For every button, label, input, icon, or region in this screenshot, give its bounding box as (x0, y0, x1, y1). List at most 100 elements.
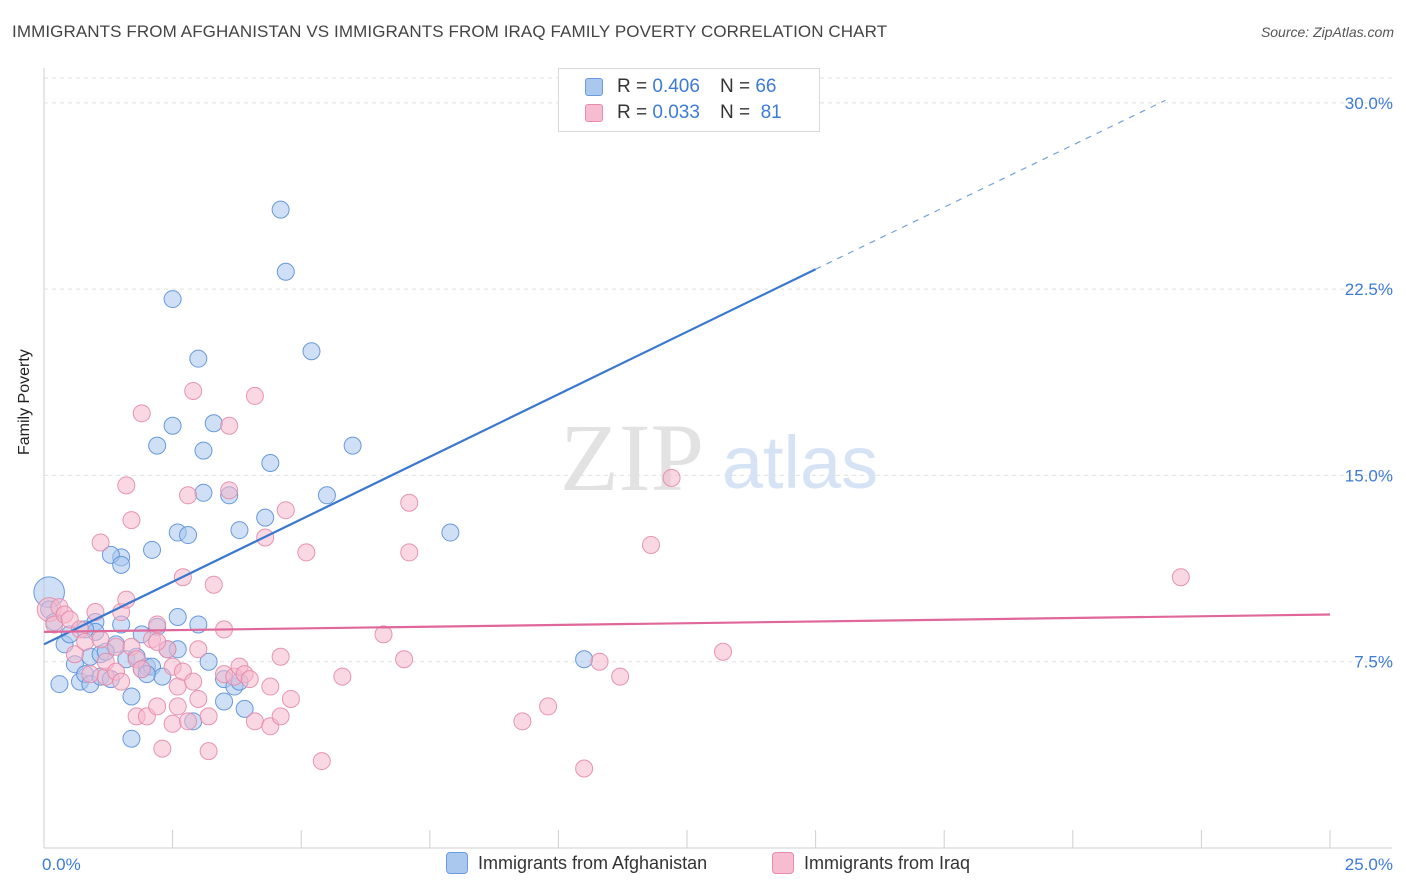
iraq-point (271, 707, 290, 726)
iraq-point (107, 637, 126, 656)
iraq-point (112, 672, 131, 691)
afghanistan-point (302, 342, 321, 361)
iraq-point (220, 416, 239, 435)
afghanistan-point (235, 699, 254, 718)
iraq-point (513, 712, 532, 731)
iraq-point (199, 742, 218, 761)
chart-title: IMMIGRANTS FROM AFGHANISTAN VS IMMIGRANT… (12, 22, 888, 41)
iraq-point (297, 543, 316, 562)
y-tick-label: 22.5% (1345, 280, 1393, 299)
iraq-point (220, 481, 239, 500)
source-credit: Source: ZipAtlas.com (1260, 24, 1394, 40)
iraq-point (281, 689, 300, 708)
legend-r-label: R = (617, 102, 648, 123)
iraq-point (662, 468, 681, 487)
iraq-point (189, 640, 208, 659)
legend-swatch-afghanistan (585, 78, 603, 96)
afghanistan-point (441, 523, 460, 542)
afghanistan-point (50, 675, 69, 694)
iraq-point (153, 739, 172, 758)
y-tick-label: 7.5% (1354, 653, 1393, 672)
legend-n-label: N = (719, 102, 751, 123)
legend-r-value: 0.033 (652, 102, 700, 123)
afghanistan-point (276, 262, 295, 281)
iraq-point (179, 486, 198, 505)
x-tick-label: 25.0% (1345, 855, 1393, 874)
series-label-iraq: Immigrants from Iraq (804, 852, 971, 873)
afghanistan-point (271, 200, 290, 219)
iraq-point (312, 752, 331, 771)
tick-labels: 7.5% 15.0% 22.5% 30.0% 0.0% 25.0% (42, 94, 1393, 874)
afghanistan-point (122, 729, 141, 748)
iraq-point (245, 712, 264, 731)
iraq-point (400, 543, 419, 562)
afghanistan-point (261, 454, 280, 472)
series-swatch-afghanistan (446, 852, 468, 874)
afghanistan-point (194, 441, 213, 460)
legend-row-afghanistan: R = 0.406 N = 66 (585, 75, 776, 99)
afghanistan-point (168, 608, 187, 626)
afghanistan-trend-extension (815, 99, 1166, 270)
afghanistan-point (343, 436, 362, 455)
iraq-point (132, 404, 151, 423)
grid-lines (44, 77, 1392, 663)
afghanistan-point (163, 290, 182, 309)
iraq-point (374, 625, 393, 644)
iraq-point (714, 642, 733, 661)
iraq-point (261, 677, 280, 696)
iraq-point (400, 493, 419, 512)
iraq-point (117, 590, 136, 609)
iraq-point (132, 660, 151, 679)
afghanistan-point (199, 652, 218, 671)
iraq-point (245, 386, 264, 405)
iraq-point (204, 575, 223, 594)
iraq-point (168, 697, 187, 716)
series-swatch-iraq (772, 852, 794, 874)
legend-row-iraq: R = 0.033 N = 81 (585, 101, 782, 125)
afghanistan-point (163, 416, 182, 435)
iraq-point (148, 632, 167, 651)
afghanistan-point (148, 436, 167, 455)
watermark-atlas: atlas (722, 421, 878, 504)
x-tick-label: 0.0% (42, 855, 81, 874)
iraq-point (76, 632, 95, 651)
afghanistan-point (204, 414, 223, 433)
iraq-point (271, 647, 290, 666)
series-legend-iraq: Immigrants from Iraq (772, 852, 970, 874)
iraq-point (91, 533, 110, 552)
afghanistan-point (194, 483, 213, 502)
legend-n-label: N = (719, 76, 751, 97)
legend-n-value: 81 (760, 102, 782, 123)
y-tick-label: 15.0% (1345, 466, 1393, 485)
axes (43, 68, 1392, 849)
legend-n-value: 66 (755, 76, 777, 97)
iraq-point (641, 535, 660, 554)
watermark-zip: ZIP (560, 404, 704, 511)
correlation-legend: R = 0.406 N = 66 R = 0.033 N = 81 (558, 68, 820, 132)
iraq-point (395, 650, 414, 669)
iraq-point (86, 603, 105, 622)
iraq-point (184, 381, 203, 400)
iraq-point (117, 476, 136, 495)
y-tick-label: 30.0% (1345, 94, 1393, 113)
watermark: ZIP atlas (560, 404, 878, 511)
afghanistan-trend-line (43, 268, 817, 646)
iraq-trend-line (43, 613, 1331, 634)
iraq-point (184, 672, 203, 691)
afghanistan-point (317, 486, 336, 505)
afghanistan-point (112, 555, 131, 574)
iraq-point (590, 652, 609, 671)
trend-lines (43, 99, 1331, 646)
iraq-point (199, 707, 218, 726)
afghanistan-point (575, 650, 594, 669)
iraq-point (91, 630, 110, 649)
series-label-afghanistan: Immigrants from Afghanistan (478, 852, 708, 873)
iraq-point (189, 689, 208, 708)
legend-swatch-iraq (585, 104, 603, 122)
iraq-point (575, 759, 594, 778)
iraq-point (81, 665, 100, 684)
iraq-point (179, 712, 198, 731)
iraq-point (65, 645, 84, 664)
data-points (33, 200, 1190, 778)
